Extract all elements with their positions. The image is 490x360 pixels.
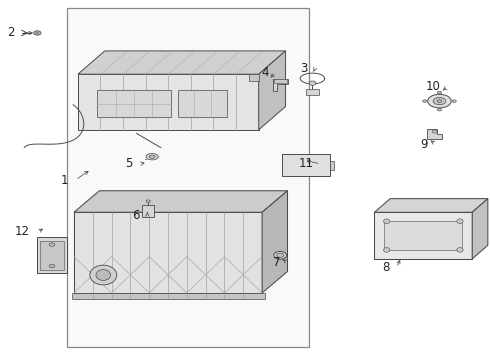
- Ellipse shape: [90, 265, 117, 285]
- Text: 3: 3: [300, 62, 308, 75]
- Polygon shape: [374, 199, 488, 212]
- Text: 7: 7: [272, 256, 280, 269]
- Polygon shape: [178, 90, 227, 117]
- Ellipse shape: [147, 200, 150, 202]
- Polygon shape: [273, 78, 288, 91]
- Ellipse shape: [437, 108, 441, 111]
- Text: 4: 4: [261, 66, 269, 79]
- Polygon shape: [78, 51, 286, 74]
- Ellipse shape: [277, 253, 284, 257]
- Ellipse shape: [457, 248, 463, 252]
- Ellipse shape: [457, 219, 463, 224]
- FancyBboxPatch shape: [306, 89, 319, 95]
- Ellipse shape: [274, 251, 287, 259]
- Ellipse shape: [437, 91, 441, 94]
- Ellipse shape: [146, 153, 158, 160]
- Ellipse shape: [34, 31, 41, 35]
- Ellipse shape: [96, 270, 111, 280]
- Ellipse shape: [452, 100, 456, 102]
- Polygon shape: [40, 241, 64, 270]
- Polygon shape: [262, 191, 288, 293]
- Text: 9: 9: [421, 138, 428, 150]
- Polygon shape: [74, 191, 288, 212]
- Polygon shape: [98, 90, 171, 117]
- Ellipse shape: [384, 248, 390, 252]
- FancyBboxPatch shape: [143, 205, 154, 217]
- Polygon shape: [472, 199, 488, 259]
- Text: 5: 5: [125, 157, 133, 170]
- Ellipse shape: [428, 94, 451, 108]
- Ellipse shape: [437, 100, 442, 103]
- Ellipse shape: [309, 81, 316, 85]
- Polygon shape: [74, 212, 262, 293]
- Polygon shape: [37, 237, 67, 273]
- Ellipse shape: [49, 243, 55, 246]
- Text: 8: 8: [382, 261, 389, 274]
- Ellipse shape: [384, 219, 390, 224]
- Text: 12: 12: [15, 225, 30, 238]
- Text: 11: 11: [298, 157, 314, 170]
- Polygon shape: [374, 212, 472, 259]
- Ellipse shape: [149, 155, 155, 158]
- Text: 10: 10: [426, 80, 441, 93]
- Text: 6: 6: [132, 210, 140, 222]
- Ellipse shape: [49, 264, 55, 268]
- Text: 1: 1: [61, 174, 68, 186]
- Polygon shape: [78, 74, 259, 130]
- Polygon shape: [249, 74, 259, 81]
- Polygon shape: [72, 293, 265, 300]
- Ellipse shape: [433, 98, 446, 105]
- Ellipse shape: [36, 32, 39, 34]
- Polygon shape: [330, 161, 334, 170]
- Text: 2: 2: [7, 27, 14, 40]
- Polygon shape: [427, 129, 442, 139]
- Polygon shape: [259, 51, 286, 130]
- Bar: [67, 8, 309, 347]
- Polygon shape: [384, 221, 463, 250]
- Ellipse shape: [432, 130, 437, 133]
- Polygon shape: [274, 79, 287, 83]
- Ellipse shape: [422, 100, 427, 102]
- Polygon shape: [282, 154, 330, 176]
